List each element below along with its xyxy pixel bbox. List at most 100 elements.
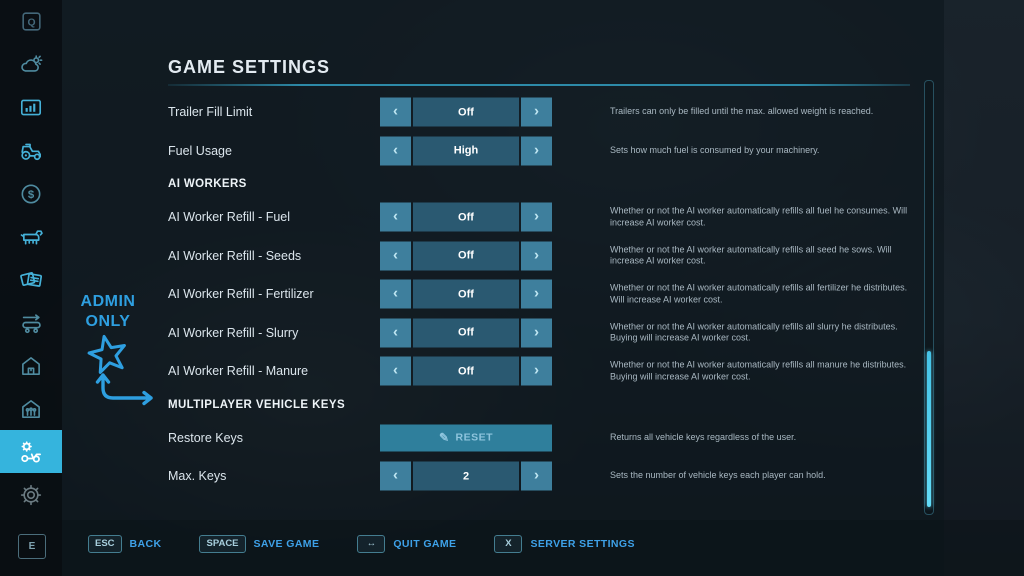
settings-row: Trailer Fill Limit ‹ Off › Trailers can …: [168, 93, 928, 132]
shortcut-back[interactable]: ESC BACK: [88, 535, 161, 553]
chevron-right-icon: ›: [534, 284, 539, 302]
reset-button[interactable]: ✎ RESET: [380, 424, 552, 452]
sidebar-item-general-settings[interactable]: [0, 473, 62, 516]
setting-description: Whether or not the AI worker automatical…: [610, 359, 907, 382]
footer-background: [0, 520, 1024, 576]
stepper-prev-button[interactable]: ‹: [380, 279, 411, 309]
curved-arrow-icon: [95, 373, 153, 406]
sidebar-item-contracts[interactable]: [0, 258, 62, 301]
weather-icon: [18, 52, 44, 78]
q-badge-icon: Q: [19, 9, 44, 34]
sidebar-item-vehicle-settings[interactable]: [0, 430, 62, 473]
stepper-value: High: [413, 136, 519, 166]
svg-text:$: $: [28, 188, 35, 200]
multiplayer-farm-icon: [18, 396, 44, 422]
background-strip: [944, 0, 1024, 576]
stepper-next-button[interactable]: ›: [521, 241, 552, 271]
sidebar-item-weather[interactable]: [0, 43, 62, 86]
settings-rows: Trailer Fill Limit ‹ Off › Trailers can …: [168, 93, 928, 496]
tractor-icon: [18, 137, 45, 164]
scrollbar-track[interactable]: [924, 80, 934, 515]
stepper-next-button[interactable]: ›: [521, 461, 552, 491]
reset-button-label: RESET: [455, 431, 494, 444]
sidebar-item-animals[interactable]: [0, 215, 62, 258]
settings-row: Restore Keys ✎ RESET Returns all vehicle…: [168, 419, 928, 458]
value-stepper: ‹ Off ›: [380, 318, 552, 348]
stepper-prev-button[interactable]: ‹: [380, 136, 411, 166]
setting-description: Sets how much fuel is consumed by your m…: [610, 144, 820, 155]
star-arrow-annotation: [87, 334, 153, 406]
sidebar-item-production[interactable]: [0, 301, 62, 344]
footer-shortcuts: ESC BACK SPACE SAVE GAME ↔ QUIT GAME X S…: [88, 532, 635, 556]
stepper-value: 2: [413, 461, 519, 491]
value-stepper: ‹ High ›: [380, 136, 552, 166]
chevron-left-icon: ‹: [393, 246, 398, 264]
setting-label: Restore Keys: [168, 430, 244, 445]
chevron-right-icon: ›: [534, 207, 539, 225]
sidebar-item-multiplayer-farm[interactable]: [0, 387, 62, 430]
setting-label: AI Worker Refill - Fuel: [168, 210, 291, 225]
shortcut-label: QUIT GAME: [393, 538, 457, 550]
stepper-next-button[interactable]: ›: [521, 202, 552, 232]
chevron-right-icon: ›: [534, 466, 539, 484]
setting-description: Whether or not the AI worker automatical…: [610, 244, 892, 266]
settings-row: AI Worker Refill - Seeds ‹ Off › Whether…: [168, 237, 928, 276]
setting-label: Trailer Fill Limit: [168, 105, 253, 120]
setting-description: Sets the number of vehicle keys each pla…: [610, 470, 826, 481]
sidebar-item-q-badge[interactable]: Q: [0, 0, 62, 43]
stepper-value: Off: [413, 279, 519, 309]
section-header-row: MULTIPLAYER VEHICLE KEYS: [168, 391, 928, 419]
setting-description: Trailers can only be filled until the ma…: [610, 106, 874, 117]
setting-description: Whether or not the AI worker automatical…: [610, 321, 898, 343]
shortcut-quit-game[interactable]: ↔ QUIT GAME: [357, 535, 456, 553]
stepper-prev-button[interactable]: ‹: [380, 461, 411, 491]
chevron-left-icon: ‹: [393, 361, 398, 379]
annotation-line2: ONLY: [85, 313, 131, 330]
settings-content: GAME SETTINGS Trailer Fill Limit ‹ Off ›…: [168, 0, 928, 520]
setting-label: Fuel Usage: [168, 143, 232, 158]
shortcut-save-game[interactable]: SPACE SAVE GAME: [199, 535, 319, 553]
production-icon: [18, 309, 45, 336]
chevron-right-icon: ›: [534, 102, 539, 120]
chevron-right-icon: ›: [534, 323, 539, 341]
stepper-next-button[interactable]: ›: [521, 356, 552, 386]
svg-text:Q: Q: [27, 18, 35, 29]
page-title: GAME SETTINGS: [168, 57, 331, 77]
stepper-next-button[interactable]: ›: [521, 136, 552, 166]
stepper-next-button[interactable]: ›: [521, 97, 552, 127]
shortcut-server-settings[interactable]: X SERVER SETTINGS: [494, 535, 634, 553]
chevron-left-icon: ‹: [393, 466, 398, 484]
stepper-next-button[interactable]: ›: [521, 318, 552, 348]
scrollbar-thumb[interactable]: [926, 351, 931, 507]
sidebar-item-barn[interactable]: [0, 344, 62, 387]
value-stepper: ‹ 2 ›: [380, 461, 552, 491]
settings-row: Fuel Usage ‹ High › Sets how much fuel i…: [168, 132, 928, 171]
setting-description: Whether or not the AI worker automatical…: [610, 282, 908, 305]
chevron-right-icon: ›: [534, 141, 539, 159]
sidebar: Q $: [0, 0, 62, 576]
section-header-row: AI WORKERS: [168, 170, 928, 198]
setting-description: Whether or not the AI worker automatical…: [610, 205, 908, 228]
key-cap: SPACE: [199, 535, 246, 553]
finances-icon: $: [18, 181, 44, 207]
stepper-prev-button[interactable]: ‹: [380, 356, 411, 386]
stepper-prev-button[interactable]: ‹: [380, 97, 411, 127]
stepper-prev-button[interactable]: ‹: [380, 318, 411, 348]
sidebar-item-finances[interactable]: $: [0, 172, 62, 215]
chevron-right-icon: ›: [534, 361, 539, 379]
annotation-line1: ADMIN: [80, 293, 136, 310]
e-key-label: E: [28, 541, 36, 552]
animals-icon: [18, 223, 45, 250]
sidebar-item-statistics[interactable]: [0, 86, 62, 129]
shortcut-label: SAVE GAME: [253, 538, 320, 550]
setting-label: AI Worker Refill - Fertilizer: [168, 287, 314, 302]
stepper-value: Off: [413, 202, 519, 232]
section-header-label: MULTIPLAYER VEHICLE KEYS: [168, 398, 346, 411]
contracts-icon: [18, 266, 45, 293]
stepper-value: Off: [413, 318, 519, 348]
stepper-next-button[interactable]: ›: [521, 279, 552, 309]
chevron-right-icon: ›: [534, 246, 539, 264]
stepper-prev-button[interactable]: ‹: [380, 241, 411, 271]
sidebar-item-tractor[interactable]: [0, 129, 62, 172]
stepper-prev-button[interactable]: ‹: [380, 202, 411, 232]
